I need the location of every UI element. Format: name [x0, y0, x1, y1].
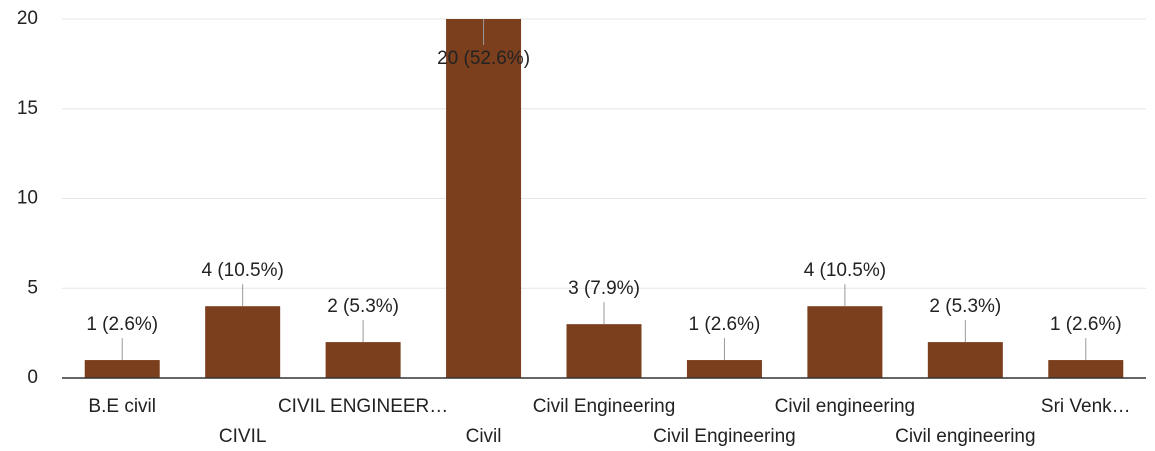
- bar: [807, 306, 883, 378]
- x-tick-label: Civil engineering: [895, 426, 1035, 447]
- bar: [84, 360, 160, 378]
- bar: [325, 342, 401, 378]
- bar: [686, 360, 762, 378]
- data-label: 2 (5.3%): [327, 296, 399, 317]
- data-label: 20 (52.6%): [437, 48, 530, 69]
- y-tick-label: 5: [27, 277, 38, 298]
- x-tick-label: B.E civil: [88, 396, 156, 417]
- y-tick-label: 10: [17, 188, 38, 209]
- bar: [566, 324, 642, 378]
- x-tick-label: Civil Engineering: [533, 396, 676, 417]
- y-tick-label: 20: [17, 8, 38, 29]
- bar: [446, 19, 522, 378]
- x-tick-label: Civil Engineering: [653, 426, 796, 447]
- bar: [927, 342, 1003, 378]
- x-tick-label: Sri Venk…: [1041, 396, 1131, 417]
- bar: [205, 306, 281, 378]
- data-label: 4 (10.5%): [201, 260, 283, 281]
- data-label: 2 (5.3%): [929, 296, 1001, 317]
- x-tick-label: Civil engineering: [775, 396, 915, 417]
- data-label: 3 (7.9%): [568, 278, 640, 299]
- x-tick-label: CIVIL ENGINEER…: [278, 396, 448, 417]
- x-tick-label: Civil: [466, 426, 502, 447]
- y-tick-label: 0: [27, 367, 38, 388]
- x-tick-label: CIVIL: [219, 426, 267, 447]
- data-label: 1 (2.6%): [1050, 314, 1122, 335]
- data-label: 1 (2.6%): [689, 314, 761, 335]
- y-tick-label: 15: [17, 98, 38, 119]
- data-label: 4 (10.5%): [804, 260, 886, 281]
- bar: [1048, 360, 1124, 378]
- data-label: 1 (2.6%): [86, 314, 158, 335]
